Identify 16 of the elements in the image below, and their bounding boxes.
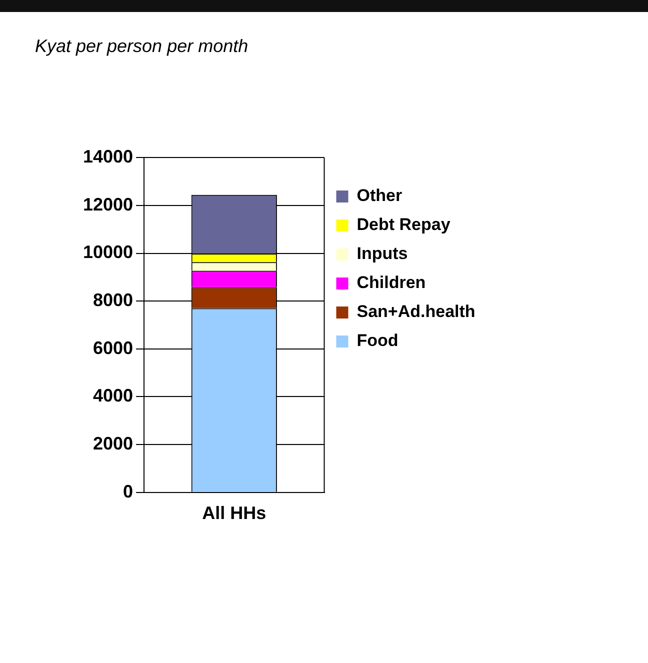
x-tick-label: All HHs [202,503,266,524]
y-tick-label: 10000 [82,242,134,262]
legend-label: San+Ad.health [356,302,476,322]
y-tick-label: 4000 [93,386,134,406]
y-tick-label: 0 [123,481,134,502]
y-tick-label: 6000 [93,338,134,358]
legend-label: Children [356,273,426,292]
y-tick-label: 12000 [82,194,134,214]
legend-label: Food [356,331,398,350]
legend-label: Inputs [356,244,408,264]
y-tick-label: 14000 [82,146,134,167]
y-tick-label: 8000 [93,290,134,310]
legend-label: Debt Repay [356,215,451,234]
chart-subtitle: Kyat per person per month [35,36,248,56]
legend-label: Other [356,186,402,206]
y-tick-label: 2000 [93,434,134,454]
